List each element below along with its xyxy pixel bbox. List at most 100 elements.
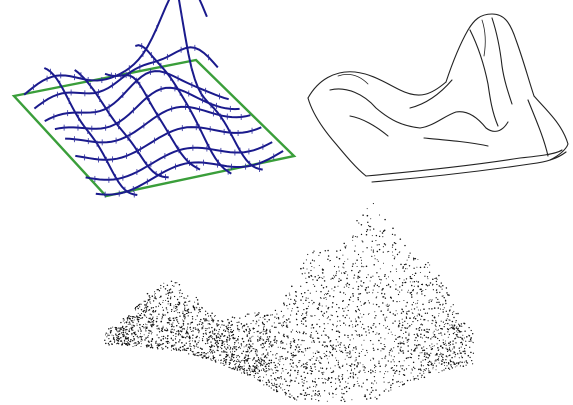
- point: [168, 291, 171, 294]
- point: [278, 322, 280, 324]
- point: [125, 326, 127, 328]
- point: [337, 364, 339, 366]
- point: [352, 338, 354, 340]
- point: [380, 279, 382, 281]
- point: [442, 347, 444, 349]
- point: [161, 348, 163, 350]
- point: [378, 214, 381, 216]
- point: [238, 346, 241, 348]
- point: [451, 367, 454, 369]
- point: [365, 265, 368, 268]
- point: [198, 332, 200, 334]
- point: [233, 317, 236, 319]
- point: [143, 300, 145, 302]
- point: [373, 228, 375, 230]
- point: [265, 330, 267, 332]
- point: [357, 363, 359, 365]
- point: [179, 315, 181, 317]
- point: [275, 357, 277, 359]
- point: [416, 347, 418, 349]
- point: [461, 331, 463, 333]
- point: [227, 347, 229, 349]
- point: [237, 336, 240, 338]
- point: [166, 340, 169, 343]
- point: [460, 342, 462, 344]
- point: [352, 235, 354, 237]
- point: [147, 299, 150, 301]
- point: [209, 331, 212, 333]
- point: [300, 344, 302, 346]
- point: [184, 316, 185, 317]
- point: [275, 372, 277, 374]
- point: [229, 351, 232, 353]
- point: [169, 304, 172, 306]
- point: [140, 333, 141, 335]
- point: [294, 302, 297, 304]
- point: [472, 352, 475, 354]
- point: [448, 354, 450, 356]
- point: [455, 312, 457, 315]
- point: [166, 329, 169, 331]
- point: [121, 344, 123, 346]
- point: [109, 332, 111, 334]
- point: [315, 399, 317, 400]
- point: [444, 364, 445, 366]
- point: [469, 356, 471, 359]
- point: [221, 351, 223, 353]
- point: [375, 314, 377, 317]
- point: [402, 266, 405, 268]
- point: [425, 288, 427, 291]
- point: [297, 371, 299, 374]
- point: [185, 330, 188, 332]
- point: [398, 277, 401, 280]
- point: [468, 340, 470, 343]
- point: [263, 326, 265, 328]
- point: [196, 307, 198, 309]
- point: [146, 324, 148, 326]
- point: [184, 305, 186, 307]
- point: [336, 387, 338, 389]
- point: [401, 381, 403, 383]
- point: [321, 367, 324, 370]
- point: [145, 310, 148, 312]
- point: [465, 340, 467, 342]
- point: [413, 333, 415, 336]
- point: [405, 331, 407, 333]
- point: [348, 365, 350, 367]
- point: [259, 376, 261, 378]
- point: [124, 319, 125, 321]
- point: [412, 376, 414, 378]
- point: [328, 393, 331, 396]
- point: [402, 267, 404, 269]
- point: [339, 349, 341, 351]
- point: [262, 339, 265, 341]
- point: [258, 362, 261, 364]
- point: [139, 327, 141, 329]
- point: [273, 385, 275, 387]
- point: [331, 329, 333, 331]
- point: [408, 265, 411, 267]
- point: [313, 260, 315, 262]
- point: [361, 334, 363, 336]
- point: [449, 359, 451, 361]
- point: [146, 344, 149, 346]
- point: [378, 339, 380, 342]
- point: [391, 367, 394, 369]
- point: [452, 361, 454, 363]
- point: [280, 376, 282, 378]
- point: [154, 296, 156, 298]
- point: [270, 351, 272, 353]
- point: [187, 315, 189, 317]
- point: [136, 325, 138, 327]
- point: [305, 394, 308, 397]
- point: [424, 312, 427, 314]
- point: [171, 291, 174, 293]
- point: [166, 309, 168, 311]
- point: [312, 284, 314, 286]
- point: [128, 342, 130, 344]
- point: [356, 219, 358, 222]
- point: [259, 332, 261, 334]
- point: [292, 329, 294, 331]
- point: [184, 301, 186, 304]
- point: [236, 321, 238, 324]
